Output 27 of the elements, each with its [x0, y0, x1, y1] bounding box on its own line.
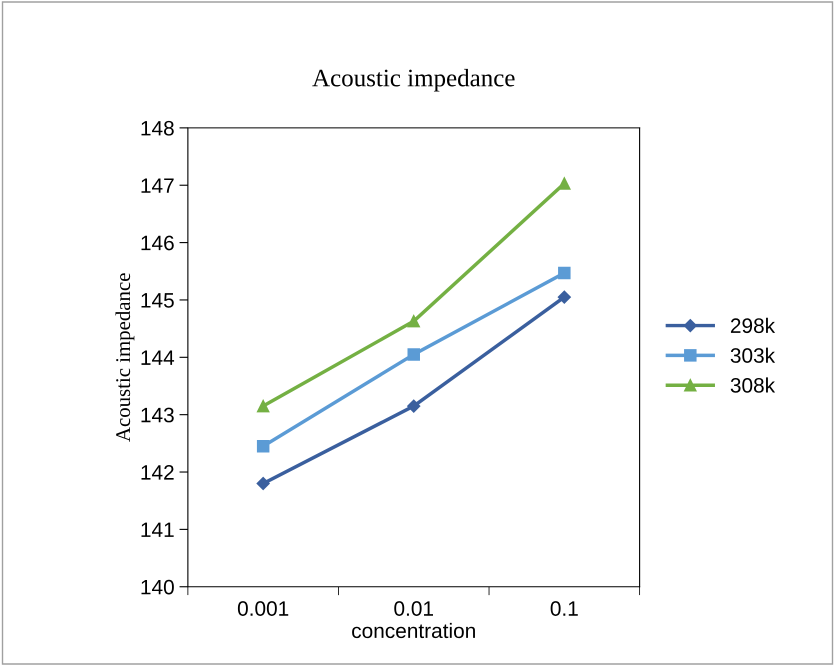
y-tick-label: 145	[142, 293, 174, 308]
point	[407, 314, 420, 328]
x-axis-title: concentration	[352, 622, 475, 638]
point	[256, 440, 270, 452]
y-tick-label: 144	[142, 350, 174, 365]
y-axis-title: Acoustic impedance	[115, 273, 134, 442]
chart-title: Acoustic impedance	[312, 68, 515, 92]
point	[407, 399, 420, 413]
point	[407, 348, 420, 361]
y-tick-label: 143	[142, 408, 174, 422]
point	[558, 177, 571, 190]
y-tick-label: 141	[142, 522, 174, 537]
y-tick-label: 140	[142, 580, 174, 594]
legend-label: 303k	[730, 348, 776, 363]
point	[558, 290, 571, 304]
y-tick-label: 148	[142, 120, 174, 136]
y-tick-label: 147	[142, 178, 174, 193]
point	[256, 400, 270, 412]
point	[558, 266, 571, 280]
y-tick-label: 146	[142, 236, 174, 250]
legend-label: 298k	[730, 318, 776, 334]
x-tick-label: 0.01	[394, 601, 433, 616]
y-tick-label: 142	[142, 465, 174, 480]
legend-label: 308k	[730, 377, 776, 393]
x-tick-label: 0.001	[238, 601, 288, 616]
point	[256, 476, 270, 490]
x-tick-label: 0.1	[550, 601, 578, 616]
